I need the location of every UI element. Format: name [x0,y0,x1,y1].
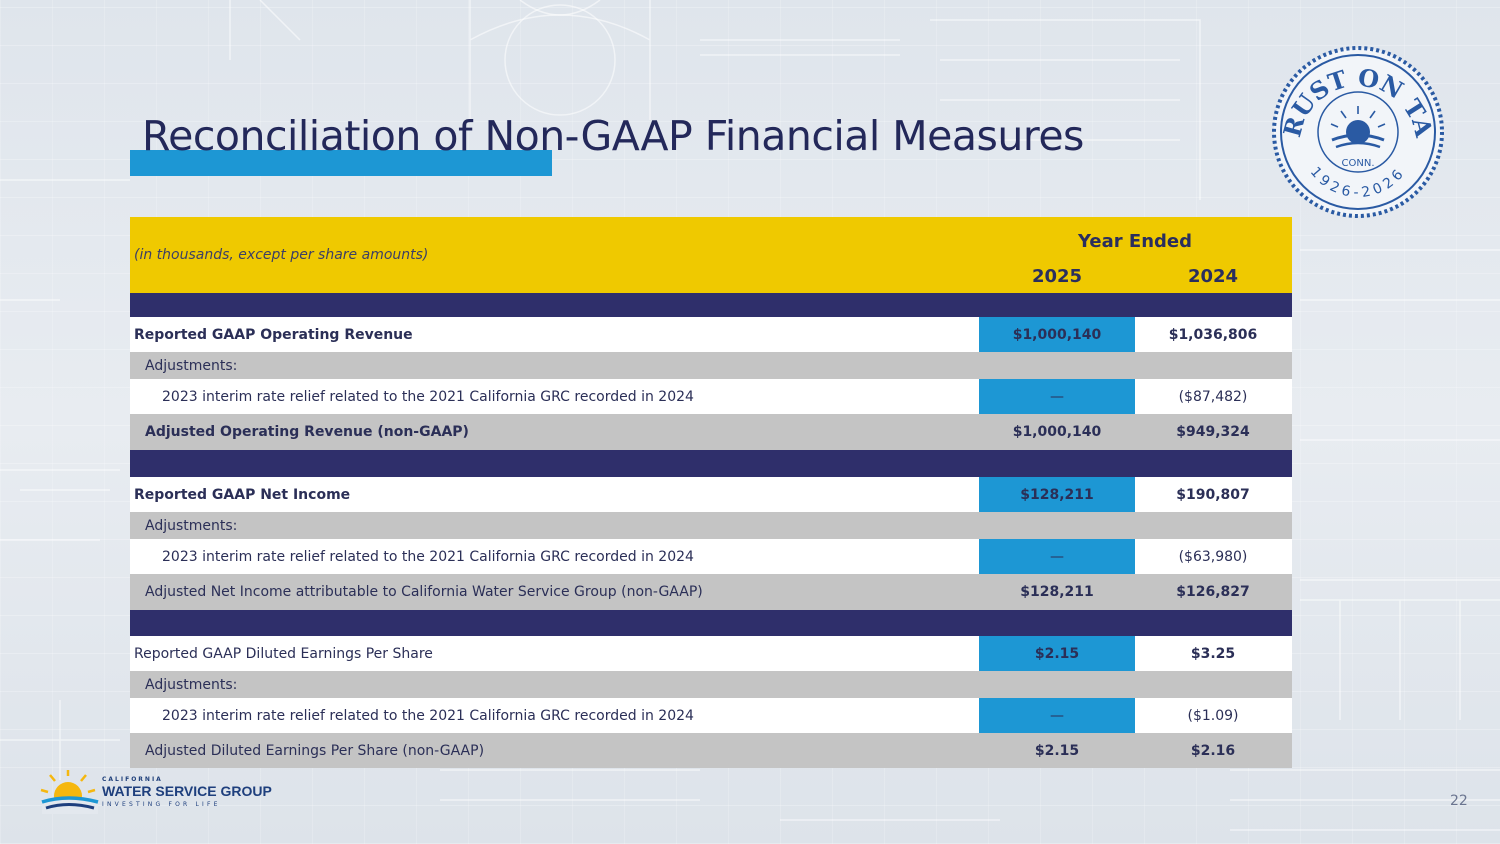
table-row: Adjustments: [130,352,1292,379]
value-2025: $1,000,140 [1012,424,1102,440]
table-row: Reported GAAP Net Income $128,211 $190,8… [130,477,1292,512]
table-row: Adjusted Net Income attributable to Cali… [130,574,1292,610]
year-2024-header: 2024 [1187,266,1239,287]
period-header: Year Ended [1078,231,1192,252]
year-2025-header: 2025 [1031,266,1083,287]
units-note: (in thousands, except per share amounts) [134,247,429,263]
sun-wave-icon [40,770,99,814]
row-label: Adjusted Operating Revenue (non-GAAP) [145,424,469,440]
table-header: (in thousands, except per share amounts)… [130,217,1292,293]
table-row: Reported GAAP Operating Revenue $1,000,1… [130,317,1292,352]
value-2024: $3.25 [1190,645,1236,662]
company-logo: CALIFORNIA WATER SERVICE GROUP INVESTING… [40,770,290,814]
value-2025: $2.15 [979,636,1135,671]
value-2024: $1,036,806 [1168,326,1258,343]
value-2025: $128,211 [979,477,1135,512]
value-2025: — [979,539,1135,574]
value-2025: — [979,698,1135,733]
value-2024: $126,827 [1176,584,1250,600]
row-label: Adjusted Diluted Earnings Per Share (non… [145,742,485,759]
value-2025: $128,211 [1020,584,1094,600]
sunrise-icon [1330,106,1386,149]
table-row: Adjustments: [130,512,1292,539]
value-2024: $190,807 [1176,486,1250,503]
section-divider [130,293,1292,317]
reconciliation-table: (in thousands, except per share amounts)… [130,217,1292,768]
logo-main-text: WATER SERVICE GROUP [102,783,272,799]
value-2024: $949,324 [1176,424,1250,440]
row-label: Reported GAAP Net Income [134,486,351,503]
value-2025: $2.15 [1034,742,1080,759]
row-label: Adjustments: [145,357,238,374]
section-divider [130,450,1292,477]
row-label: Reported GAAP Diluted Earnings Per Share [134,645,433,662]
table-row: 2023 interim rate relief related to the … [130,539,1292,574]
trust-on-tap-seal: TRUST ON TAP 1926-2026 CONN. [1270,44,1444,218]
value-2024: ($1.09) [1187,707,1239,724]
row-label: 2023 interim rate relief related to the … [162,548,694,565]
table-row: Adjustments: [130,671,1292,698]
value-2025: — [979,379,1135,414]
row-label: Adjustments: [145,676,238,693]
section-divider [130,610,1292,636]
table-row: 2023 interim rate relief related to the … [130,379,1292,414]
table-row: Reported GAAP Diluted Earnings Per Share… [130,636,1292,671]
page-number: 22 [1450,793,1468,809]
value-2024: ($63,980) [1178,548,1248,565]
value-2024: ($87,482) [1178,388,1248,405]
value-2024: $2.16 [1190,742,1236,759]
title-underline-bar [130,150,552,176]
page-title: Reconciliation of Non-GAAP Financial Mea… [142,112,1084,160]
table-row: Adjusted Diluted Earnings Per Share (non… [130,733,1292,768]
row-label: Reported GAAP Operating Revenue [134,326,413,343]
value-2025: $1,000,140 [979,317,1135,352]
row-label: Adjusted Net Income attributable to Cali… [145,584,703,600]
table-row: Adjusted Operating Revenue (non-GAAP) $1… [130,414,1292,450]
row-label: 2023 interim rate relief related to the … [162,388,694,405]
row-label: 2023 interim rate relief related to the … [162,707,694,724]
logo-small-text: CALIFORNIA [102,776,163,783]
logo-tagline: INVESTING FOR LIFE [102,801,221,808]
table-row: 2023 interim rate relief related to the … [130,698,1292,733]
row-label: Adjustments: [145,517,238,534]
seal-state-text: CONN. [1342,158,1375,169]
